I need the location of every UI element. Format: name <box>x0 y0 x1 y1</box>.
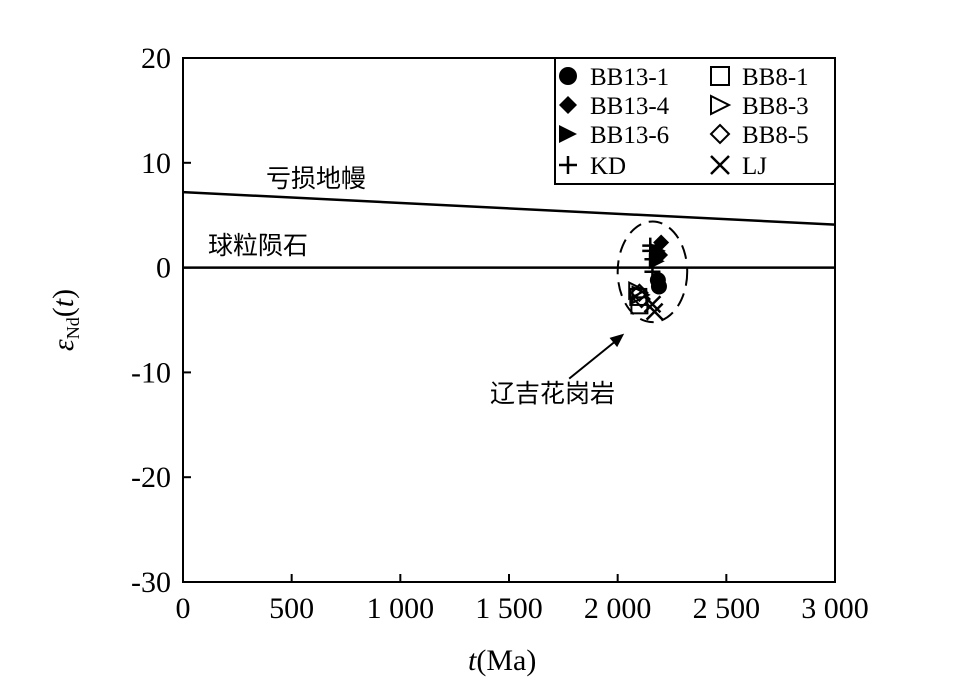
legend-marker-lj <box>710 155 730 175</box>
legend-label-bb8-1: BB8-1 <box>742 64 809 91</box>
x-axis-ticks: 0 500 1 000 1 500 2 000 2 500 3 000 <box>176 574 869 625</box>
legend-label-bb13-1: BB13-1 <box>590 64 669 91</box>
legend-label-bb8-5: BB8-5 <box>742 122 809 149</box>
data-points <box>628 234 670 321</box>
x-tick-label: 1 500 <box>475 592 543 625</box>
data-point-kd <box>642 237 659 254</box>
data-point-lj <box>643 295 662 314</box>
legend-label-bb13-6: BB13-6 <box>590 122 669 149</box>
y-tick-label: 20 <box>141 42 171 75</box>
svg-text:εNd(t): εNd(t) <box>47 289 83 351</box>
chondrite-label: 球粒陨石 <box>208 231 308 260</box>
legend-label-bb13-4: BB13-4 <box>590 93 670 120</box>
x-tick-label: 0 <box>176 592 191 625</box>
x-tick-label: 2 500 <box>693 592 761 625</box>
data-point-bb8-5 <box>632 289 651 309</box>
data-point-bb8-5 <box>629 283 649 303</box>
legend-label-kd: KD <box>590 153 626 180</box>
depleted-mantle-label: 亏损地幔 <box>266 164 366 193</box>
y-tick-label: 0 <box>156 252 171 285</box>
legend-marker-bb8-1 <box>710 66 730 86</box>
data-point-kd <box>644 263 661 280</box>
legend-label-bb8-3: BB8-3 <box>742 93 809 120</box>
y-tick-label: -20 <box>131 461 171 494</box>
x-axis-title: t(Ma) <box>468 644 536 677</box>
y-tick-label: 10 <box>141 147 171 180</box>
legend-box <box>554 57 836 185</box>
x-tick-label: 3 000 <box>801 592 869 625</box>
y-axis-ticks: -30 -20 -10 0 10 20 <box>131 42 191 599</box>
y-axis-title: εNd(t) <box>47 289 83 351</box>
legend-marker-bb13-6 <box>559 125 577 143</box>
arrow-head <box>609 333 625 348</box>
y-tick-label: -10 <box>131 356 171 389</box>
annotation-arrow <box>568 333 625 380</box>
x-tick-label: 1 000 <box>367 592 435 625</box>
arrow-shaft <box>568 339 617 380</box>
legend-marker-kd <box>559 156 577 174</box>
y-tick-label: -30 <box>131 566 171 599</box>
x-tick-label: 500 <box>269 592 314 625</box>
legend-marker-bb13-4 <box>559 96 577 114</box>
legend-marker-bb8-3 <box>710 94 732 116</box>
x-tick-label: 2 000 <box>584 592 652 625</box>
group-ellipse <box>616 220 689 324</box>
legend-label-lj: LJ <box>742 153 767 180</box>
legend-marker-bb13-1 <box>559 67 577 85</box>
data-point-bb13-1 <box>649 272 666 289</box>
reference-lines <box>182 190 836 269</box>
legend-marker-bb8-5 <box>709 123 731 145</box>
annotation-label: 辽吉花岗岩 <box>490 379 615 408</box>
depleted-mantle-line <box>182 190 836 226</box>
